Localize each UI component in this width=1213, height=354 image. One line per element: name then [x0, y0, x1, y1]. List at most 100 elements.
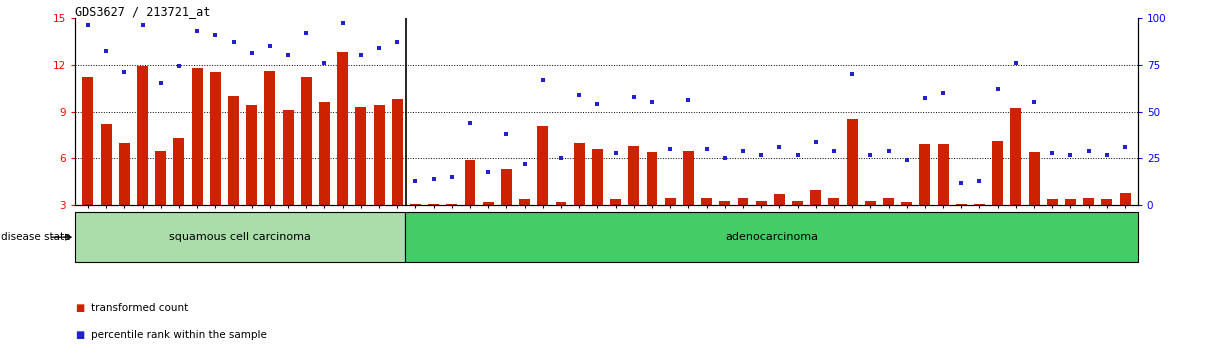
Bar: [865, 201, 876, 205]
Point: [78, 22, 98, 28]
Point: [224, 39, 244, 45]
Bar: [428, 204, 439, 205]
Bar: [810, 190, 821, 205]
Point: [1061, 152, 1081, 158]
Bar: [647, 152, 657, 205]
Bar: [405, 212, 1138, 262]
Point: [552, 156, 571, 161]
Point: [261, 43, 280, 49]
Point: [770, 144, 790, 150]
Bar: [828, 198, 839, 205]
Point: [661, 146, 680, 152]
Bar: [883, 198, 894, 205]
Bar: [519, 199, 530, 205]
Point: [534, 77, 553, 82]
Bar: [992, 141, 1003, 205]
Point: [934, 90, 953, 96]
Bar: [410, 204, 421, 205]
Point: [625, 94, 644, 99]
Point: [206, 32, 226, 38]
Bar: [75, 212, 405, 262]
Bar: [446, 204, 457, 205]
Bar: [228, 96, 239, 205]
Point: [733, 148, 752, 154]
Bar: [1010, 108, 1021, 205]
Point: [861, 152, 881, 158]
Bar: [756, 201, 767, 205]
Bar: [246, 105, 257, 205]
Point: [952, 180, 972, 185]
Text: percentile rank within the sample: percentile rank within the sample: [91, 330, 267, 339]
Point: [843, 71, 862, 77]
Point: [916, 96, 935, 101]
Point: [279, 52, 298, 58]
Bar: [155, 150, 166, 205]
Text: GDS3627 / 213721_at: GDS3627 / 213721_at: [75, 5, 211, 18]
Point: [425, 176, 444, 182]
Point: [516, 161, 535, 167]
Bar: [192, 68, 203, 205]
Point: [1080, 148, 1099, 154]
Bar: [847, 119, 858, 205]
Bar: [101, 124, 112, 205]
Point: [1043, 150, 1063, 156]
Bar: [210, 73, 221, 205]
Point: [606, 150, 626, 156]
Bar: [956, 204, 967, 205]
Point: [497, 131, 517, 137]
Point: [152, 80, 171, 86]
Bar: [774, 194, 785, 205]
Point: [443, 175, 462, 180]
Point: [752, 152, 771, 158]
Point: [334, 21, 353, 26]
Point: [370, 45, 389, 51]
Bar: [337, 52, 348, 205]
Text: squamous cell carcinoma: squamous cell carcinoma: [169, 232, 311, 242]
Point: [716, 156, 735, 161]
Point: [479, 169, 499, 175]
Point: [570, 92, 590, 97]
Bar: [319, 102, 330, 205]
Bar: [1083, 198, 1094, 205]
Point: [588, 101, 608, 107]
Point: [989, 86, 1008, 92]
Bar: [919, 144, 930, 205]
Bar: [82, 77, 93, 205]
Bar: [628, 146, 639, 205]
Bar: [792, 201, 803, 205]
Point: [970, 178, 990, 184]
Point: [114, 69, 135, 75]
Bar: [1101, 199, 1112, 205]
Point: [643, 99, 662, 105]
Bar: [974, 204, 985, 205]
Bar: [137, 66, 148, 205]
Point: [296, 30, 315, 35]
Bar: [1047, 199, 1058, 205]
Point: [461, 120, 480, 126]
Bar: [283, 110, 294, 205]
Bar: [901, 202, 912, 205]
Point: [1007, 60, 1026, 65]
Bar: [665, 198, 676, 205]
Point: [388, 39, 408, 45]
Bar: [119, 143, 130, 205]
Point: [1116, 144, 1135, 150]
Point: [825, 148, 844, 154]
Point: [170, 64, 189, 69]
Point: [352, 52, 371, 58]
Bar: [301, 77, 312, 205]
Point: [807, 139, 826, 144]
Bar: [1065, 199, 1076, 205]
Text: transformed count: transformed count: [91, 303, 188, 313]
Text: ■: ■: [75, 330, 85, 339]
Point: [898, 158, 917, 163]
Bar: [465, 160, 475, 205]
Bar: [556, 202, 566, 205]
Bar: [374, 105, 385, 205]
Bar: [392, 99, 403, 205]
Bar: [738, 198, 748, 205]
Text: disease state: disease state: [1, 232, 70, 242]
Point: [315, 60, 335, 65]
Bar: [1120, 193, 1131, 205]
Point: [1098, 152, 1117, 158]
